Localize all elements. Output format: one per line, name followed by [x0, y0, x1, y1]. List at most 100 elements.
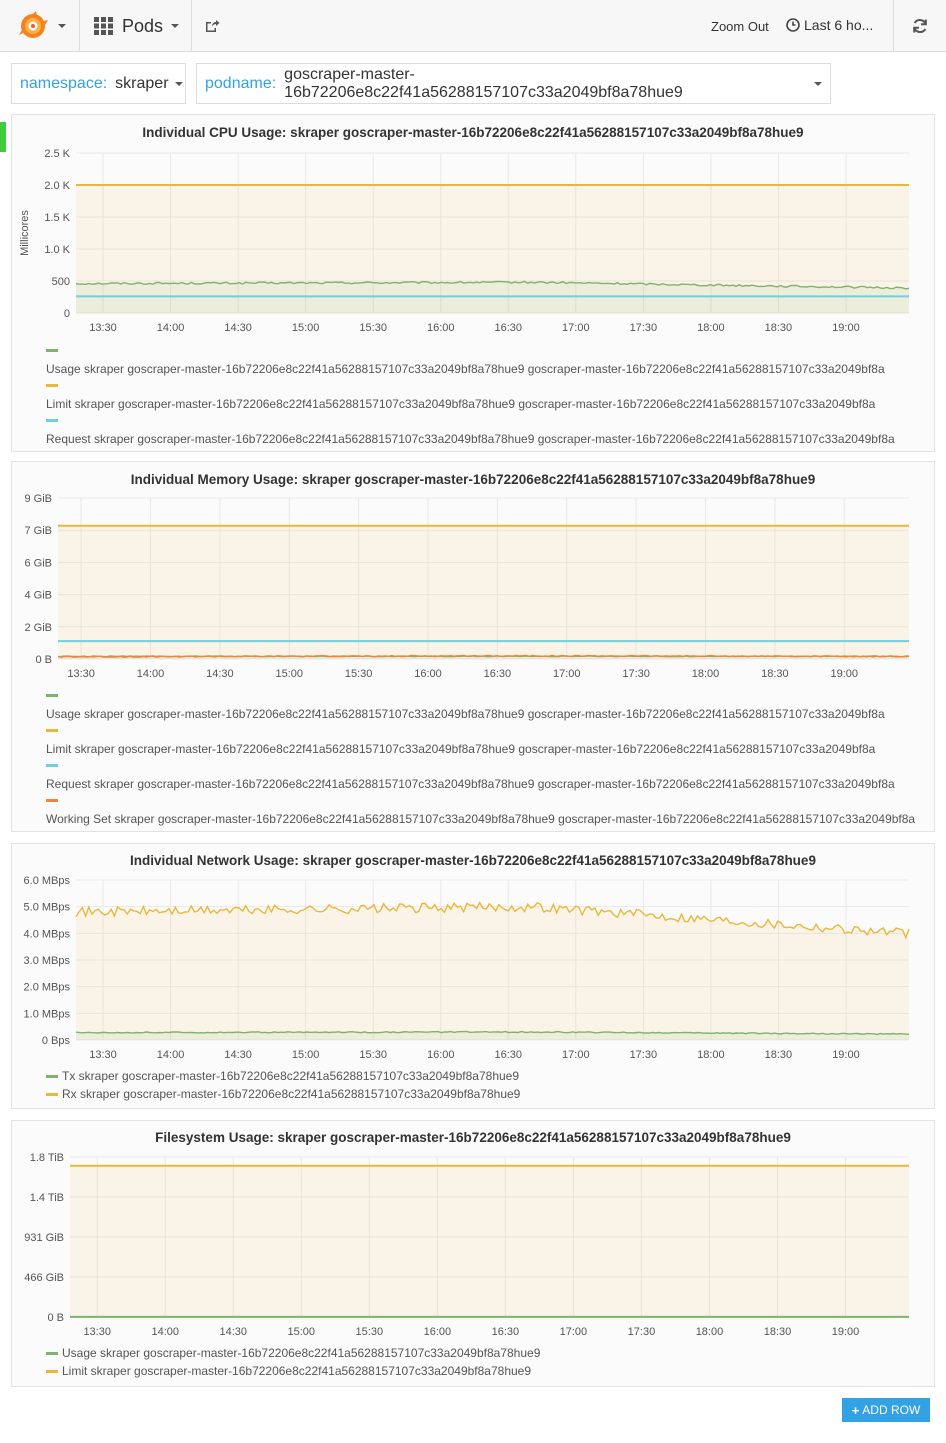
x-tick-label: 14:30 [219, 1326, 247, 1338]
time-range-picker[interactable]: Last 6 ho... [786, 17, 873, 33]
y-tick-label: 1.0 K [44, 244, 70, 256]
refresh-button[interactable] [893, 0, 946, 52]
x-tick-label: 17:30 [630, 322, 658, 334]
share-button[interactable] [192, 0, 232, 52]
legend-item[interactable]: Request skraper goscraper-master-16b7220… [46, 419, 895, 454]
time-range-label: Last 6 ho... [804, 17, 874, 33]
series-fill [70, 1165, 909, 1317]
chevron-down-icon [814, 81, 822, 86]
legend-item[interactable]: Usage skraper goscraper-master-16b72206e… [46, 1344, 540, 1362]
network-usage-panel: Individual Network Usage: skraper goscra… [11, 843, 935, 1109]
y-tick-label: 2 GiB [24, 622, 52, 634]
legend-label: Working Set skraper goscraper-master-16b… [46, 812, 916, 826]
top-navbar: Pods Zoom Out Last 6 ho... [0, 0, 946, 52]
row-collapse-marker[interactable] [0, 122, 6, 152]
add-row-button[interactable]: + ADD ROW [842, 1398, 930, 1422]
chevron-down-icon [58, 24, 66, 28]
x-tick-label: 17:30 [628, 1326, 656, 1338]
memory-usage-panel: Individual Memory Usage: skraper goscrap… [11, 461, 935, 832]
legend-item[interactable]: Limit skraper goscraper-master-16b72206e… [46, 1362, 540, 1380]
filesystem-usage-panel: Filesystem Usage: skraper goscraper-mast… [11, 1120, 935, 1387]
x-tick-label: 14:00 [151, 1326, 179, 1338]
legend-swatch [46, 729, 58, 732]
y-tick-label: 466 GiB [24, 1272, 64, 1284]
legend-label: Tx skraper goscraper-master-16b72206e8c2… [62, 1069, 520, 1083]
legend-item[interactable]: Usage skraper goscraper-master-16b72206e… [46, 349, 895, 384]
x-tick-label: 19:00 [832, 322, 860, 334]
y-tick-label: 2.5 K [44, 148, 70, 160]
cpu-usage-chart[interactable]: 2.5 K 2.0 K 1.5 K 1.0 K 500 0 13:30 14:00 14:30 1… [12, 115, 936, 453]
y-tick-label: 7 GiB [24, 525, 52, 537]
clock-icon [786, 18, 800, 32]
legend-item[interactable]: Rx skraper goscraper-master-16b72206e8c2… [46, 1085, 520, 1103]
y-tick-label: 0 Bps [42, 1035, 71, 1047]
filesystem-usage-chart[interactable]: 1.8 TiB 1.4 TiB 931 GiB 466 GiB 0 B 13:30 14:0… [12, 1121, 936, 1388]
x-tick-label: 16:30 [494, 322, 522, 334]
network-usage-chart[interactable]: 6.0 MBps 5.0 MBps 4.0 MBps 3.0 MBps 2.0 MBps… [12, 844, 936, 1110]
y-tick-label: 6 GiB [24, 557, 52, 569]
namespace-value: skraper [115, 74, 169, 92]
x-tick-label: 18:00 [697, 1049, 725, 1061]
legend-swatch [46, 1074, 58, 1078]
legend-swatch [46, 419, 58, 422]
legend-item[interactable]: Working Set skraper goscraper-master-16b… [46, 799, 915, 834]
x-tick-label: 16:00 [427, 322, 455, 334]
chevron-down-icon [171, 24, 180, 28]
chart-legend: Usage skraper goscraper-master-16b72206e… [46, 1344, 540, 1380]
add-row-label: ADD ROW [862, 1403, 921, 1417]
namespace-variable[interactable]: namespace: skraper [11, 63, 186, 104]
legend-item[interactable]: Limit skraper goscraper-master-16b72206e… [46, 729, 915, 764]
legend-label: Rx skraper goscraper-master-16b72206e8c2… [62, 1087, 521, 1101]
x-tick-label: 18:00 [692, 668, 720, 680]
podname-variable[interactable]: podname: goscraper-master-16b72206e8c22f… [196, 63, 831, 104]
legend-item[interactable]: Tx skraper goscraper-master-16b72206e8c2… [46, 1067, 520, 1085]
grafana-menu-button[interactable] [0, 0, 80, 52]
y-tick-label: 1.5 K [44, 212, 70, 224]
y-tick-label: 6.0 MBps [24, 875, 71, 887]
legend-label: Limit skraper goscraper-master-16b72206e… [46, 742, 876, 756]
panel-title: Filesystem Usage: skraper goscraper-mast… [155, 1130, 791, 1145]
x-tick-label: 14:30 [224, 1049, 252, 1061]
x-tick-label: 13:30 [89, 322, 117, 334]
series-line [57, 654, 910, 658]
legend-swatch [46, 1092, 58, 1096]
grid-icon [94, 17, 113, 35]
legend-item[interactable]: Usage skraper goscraper-master-16b72206e… [46, 694, 915, 729]
chart-legend: Usage skraper goscraper-master-16b72206e… [46, 694, 915, 834]
x-tick-label: 14:00 [157, 1049, 185, 1061]
legend-swatch [46, 694, 58, 697]
y-tick-label: 5.0 MBps [24, 902, 71, 914]
dashboard-picker[interactable]: Pods [80, 0, 192, 52]
share-icon [206, 20, 220, 32]
zoom-out-button[interactable]: Zoom Out [711, 19, 769, 34]
x-tick-label: 13:30 [89, 1049, 117, 1061]
x-tick-label: 16:30 [492, 1326, 520, 1338]
legend-swatch [46, 384, 58, 387]
x-tick-label: 17:30 [622, 668, 650, 680]
x-tick-label: 14:00 [137, 668, 165, 680]
x-tick-label: 18:00 [697, 322, 725, 334]
x-tick-label: 15:00 [275, 668, 303, 680]
x-tick-label: 18:30 [765, 1049, 793, 1061]
x-tick-label: 13:30 [83, 1326, 111, 1338]
panel-title: Individual Network Usage: skraper goscra… [130, 853, 816, 868]
y-tick-label: 4.0 MBps [24, 928, 71, 940]
legend-item[interactable]: Limit skraper goscraper-master-16b72206e… [46, 384, 895, 419]
y-tick-label: 931 GiB [24, 1232, 64, 1244]
legend-label: Usage skraper goscraper-master-16b72206e… [46, 362, 885, 376]
legend-label: Limit skraper goscraper-master-16b72206e… [62, 1364, 532, 1378]
memory-usage-chart[interactable]: 9 GiB 7 GiB 6 GiB 4 GiB 2 GiB 0 B 13:30 14:00 14… [12, 462, 936, 833]
legend-item[interactable]: Request skraper goscraper-master-16b7220… [46, 764, 915, 799]
legend-swatch [46, 799, 58, 802]
y-tick-label: 0 B [47, 1312, 64, 1324]
y-tick-label: 2.0 MBps [24, 982, 71, 994]
legend-swatch [46, 349, 58, 352]
namespace-label: namespace: [20, 74, 108, 92]
y-tick-label: 9 GiB [24, 493, 52, 505]
x-tick-label: 14:30 [206, 668, 234, 680]
x-tick-label: 13:30 [67, 668, 95, 680]
grafana-logo-icon [19, 11, 48, 38]
legend-label: Request skraper goscraper-master-16b7220… [46, 432, 895, 446]
x-tick-label: 16:00 [427, 1049, 455, 1061]
x-tick-label: 19:00 [832, 1049, 860, 1061]
